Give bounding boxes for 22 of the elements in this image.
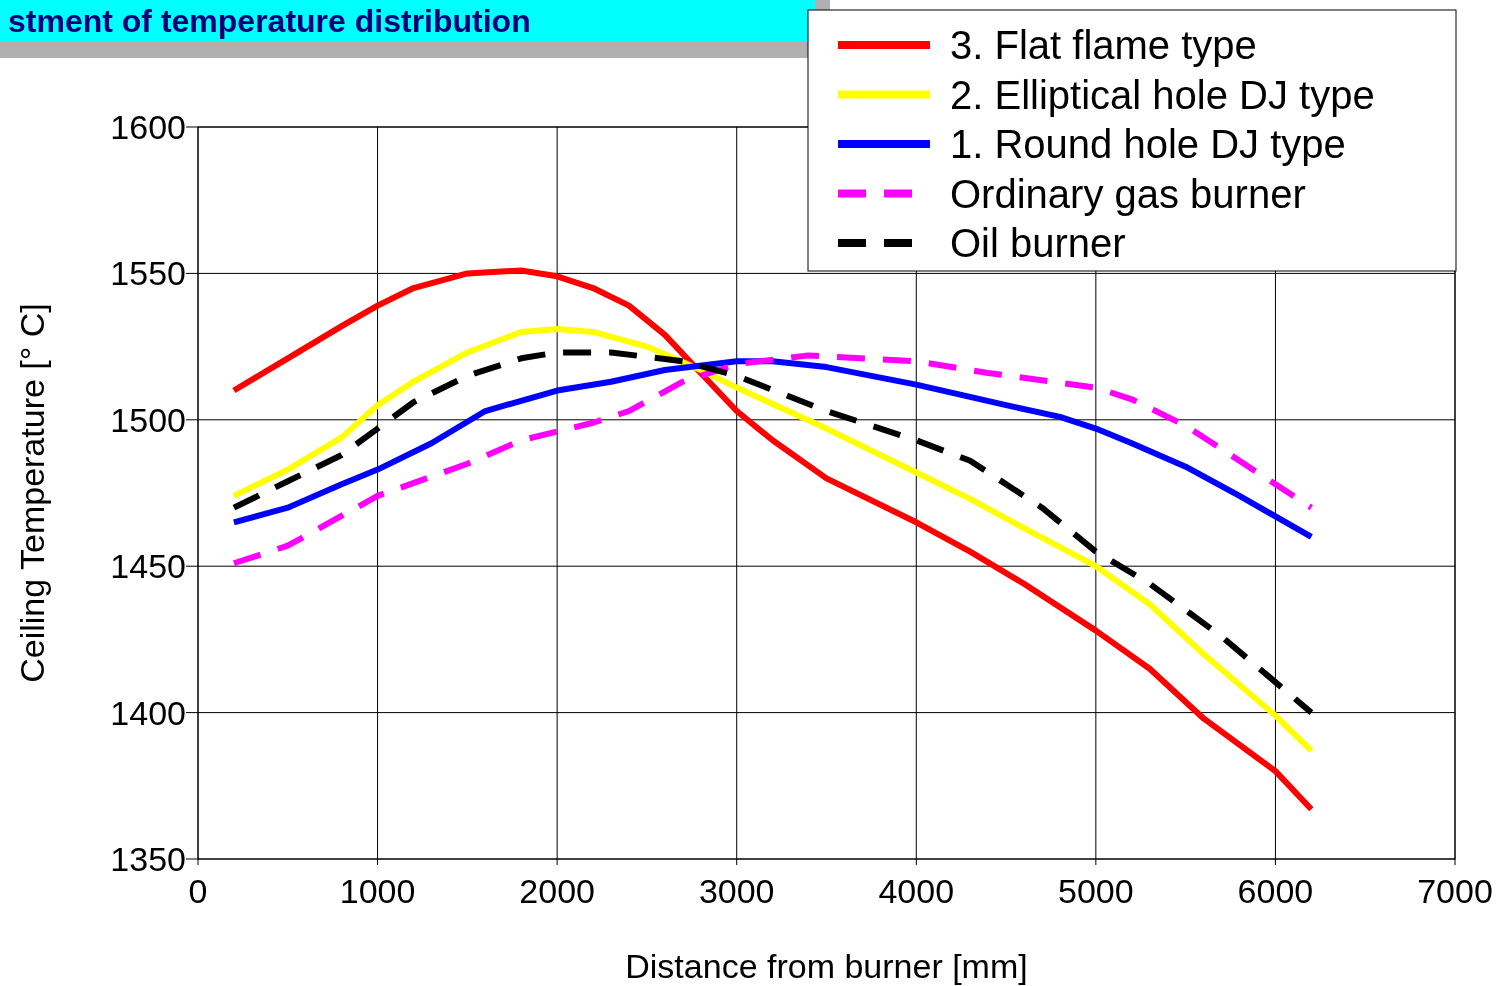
x-tick-label: 6000 [1237, 872, 1314, 910]
x-tick-label: 3000 [698, 872, 775, 910]
legend-label: 2. Elliptical hole DJ type [950, 72, 1375, 117]
y-tick-label: 1450 [110, 547, 186, 586]
y-axis-title: Ceiling Temperature [° C] [13, 303, 51, 683]
y-tick-label: 1500 [110, 400, 186, 439]
legend-label: 3. Flat flame type [950, 23, 1257, 67]
x-tick-label: 4000 [878, 872, 955, 910]
y-tick-label: 1600 [110, 108, 186, 146]
x-tick-label: 2000 [519, 872, 595, 910]
legend-label: Oil burner [950, 221, 1126, 265]
y-tick-label: 1400 [110, 693, 186, 732]
x-tick-label: 1000 [339, 872, 416, 910]
chart-title: stment of temperature distribution [8, 3, 531, 39]
y-tick-label: 1350 [110, 840, 186, 878]
x-axis-title: Distance from burner [mm] [625, 947, 1028, 985]
x-tick-label: 7000 [1417, 872, 1493, 910]
legend-label: Ordinary gas burner [950, 171, 1306, 216]
legend-label: 1. Round hole DJ type [950, 122, 1346, 166]
x-tick-label: 5000 [1058, 872, 1134, 910]
x-tick-label: 0 [188, 872, 208, 910]
y-tick-label: 1550 [110, 254, 186, 293]
